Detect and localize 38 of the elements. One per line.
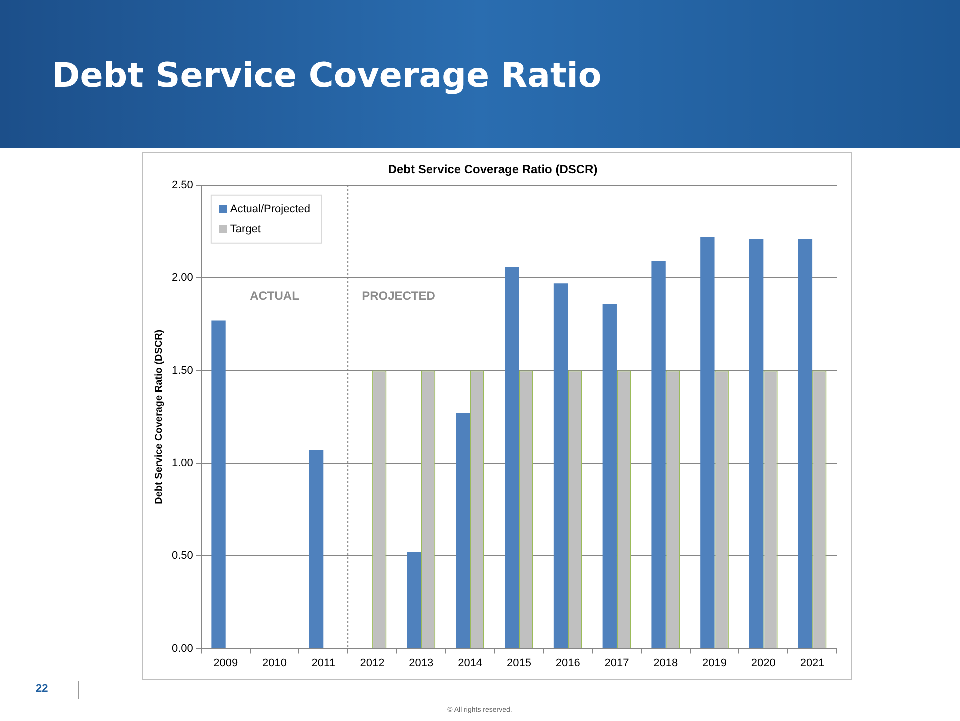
bar xyxy=(309,450,324,648)
x-tick-label: 2017 xyxy=(604,657,630,670)
y-tick-label: 2.50 xyxy=(172,179,194,192)
bar xyxy=(652,261,666,648)
y-axis-title: Debt Service Coverage Ratio (DSCR) xyxy=(154,330,165,504)
x-tick-label: 2014 xyxy=(458,657,483,670)
x-tick-label: 2010 xyxy=(262,657,287,670)
chart-title: Debt Service Coverage Ratio xyxy=(52,56,602,96)
x-tick-label: 2015 xyxy=(506,657,532,670)
bar xyxy=(554,284,568,648)
bar xyxy=(505,266,520,648)
annotation: PROJECTED xyxy=(362,288,436,303)
bar xyxy=(456,413,470,648)
x-tick-label: 2013 xyxy=(409,657,434,670)
bar xyxy=(749,239,764,648)
y-tick-label: 2.00 xyxy=(172,272,194,284)
bar xyxy=(602,304,617,648)
chart-subtitle: Debt Service Coverage Ratio (DSCR) xyxy=(388,162,598,177)
x-tick-label: 2021 xyxy=(800,657,825,670)
x-tick-label: 2019 xyxy=(702,657,728,670)
y-tick-label: 1.50 xyxy=(172,364,194,377)
legend-label: Actual/Projected xyxy=(230,203,311,216)
x-tick-label: 2020 xyxy=(751,657,776,670)
x-tick-label: 2011 xyxy=(312,657,336,670)
x-tick-label: 2009 xyxy=(214,657,238,670)
bar xyxy=(700,237,715,648)
text: 22 xyxy=(36,683,48,695)
y-tick-label: 0.50 xyxy=(172,550,194,562)
bar xyxy=(798,239,813,648)
y-tick-label: 0.00 xyxy=(172,642,194,655)
bar xyxy=(407,552,422,648)
x-tick-label: 2018 xyxy=(654,657,678,670)
bar xyxy=(212,320,226,648)
x-tick-label: 2016 xyxy=(556,657,580,670)
x-tick-label: 2012 xyxy=(360,657,385,670)
annotation: ACTUAL xyxy=(250,288,300,303)
legend-label: Target xyxy=(230,223,261,236)
y-tick-label: 1.00 xyxy=(172,457,194,470)
